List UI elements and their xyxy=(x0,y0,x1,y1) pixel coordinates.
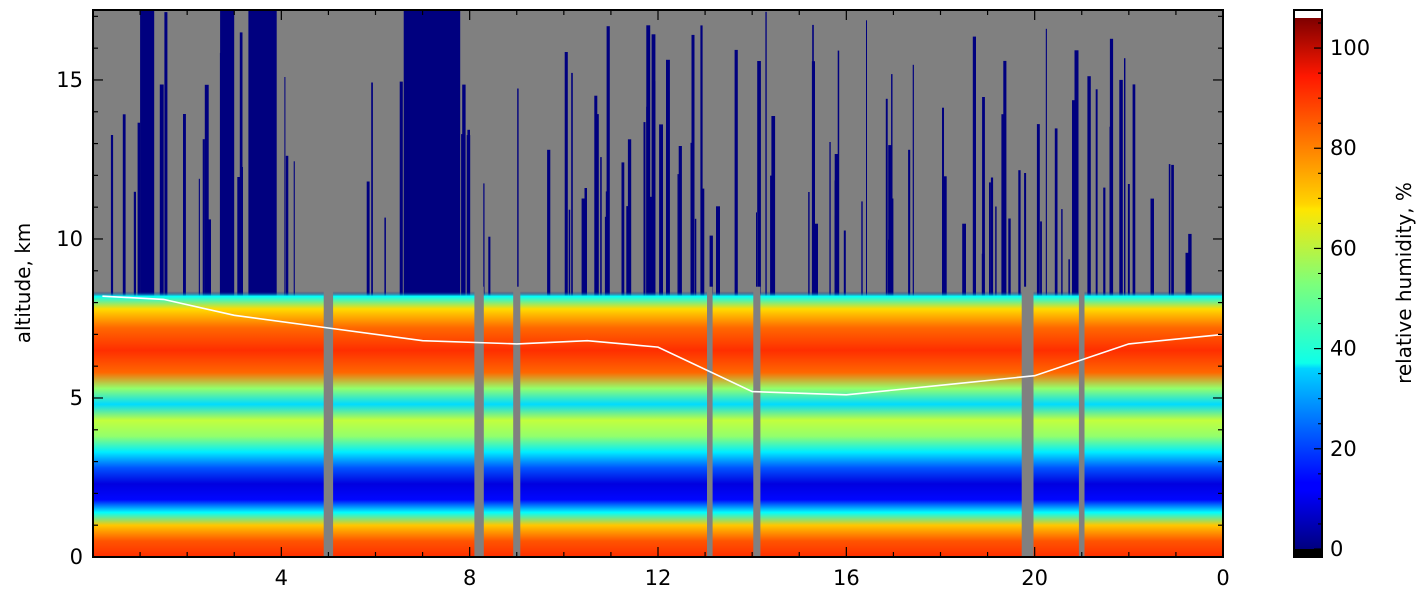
missing-data-gap xyxy=(1078,286,1085,557)
x-tick-label: 0 xyxy=(1216,566,1229,590)
humidity-field xyxy=(93,10,1223,557)
colorbar-over-color xyxy=(1294,10,1322,18)
colorbar-gradient xyxy=(1294,18,1322,549)
y-tick-label: 15 xyxy=(56,68,83,92)
x-tick-label: 8 xyxy=(463,566,476,590)
x-tick-label: 20 xyxy=(1021,566,1048,590)
y-tick-label: 10 xyxy=(56,227,83,251)
x-tick-label: 4 xyxy=(275,566,288,590)
plot-area xyxy=(93,10,1223,557)
colorbar-tick-label: 0 xyxy=(1330,537,1343,561)
colorbar-tick-label: 80 xyxy=(1330,136,1357,160)
y-tick-label: 5 xyxy=(70,386,83,410)
colorbar-label: relative humidity, % xyxy=(1392,182,1416,384)
missing-data-gap xyxy=(753,286,761,557)
missing-data-gap xyxy=(323,286,334,557)
x-tick-label: 16 xyxy=(833,566,860,590)
colorbar-under-color xyxy=(1294,549,1322,557)
x-axis: 4 8 12 16 20 0 xyxy=(139,10,1230,590)
missing-data-gap xyxy=(1021,286,1034,557)
colorbar-tick-label: 100 xyxy=(1330,36,1370,60)
colorbar-tick-label: 60 xyxy=(1330,236,1357,260)
saturation-contour xyxy=(102,295,1223,396)
missing-data-gap xyxy=(513,286,521,557)
y-axis-label: altitude, km xyxy=(11,223,35,344)
x-tick-label: 12 xyxy=(645,566,672,590)
colorbar-tick-label: 20 xyxy=(1330,437,1357,461)
colorbar-frame xyxy=(1293,9,1323,558)
y-tick-label: 0 xyxy=(70,545,83,569)
missing-data-gap xyxy=(707,286,713,557)
colorbar-tick-label: 40 xyxy=(1330,337,1357,361)
colorbar: 0 20 40 60 80 100 relative humidity, % xyxy=(1293,9,1416,561)
missing-data-gaps xyxy=(323,286,1085,557)
colorbar-ticks: 0 20 40 60 80 100 xyxy=(1314,22,1370,561)
y-axis: 0 5 10 15 xyxy=(56,15,1223,569)
missing-data-gap xyxy=(474,286,484,557)
